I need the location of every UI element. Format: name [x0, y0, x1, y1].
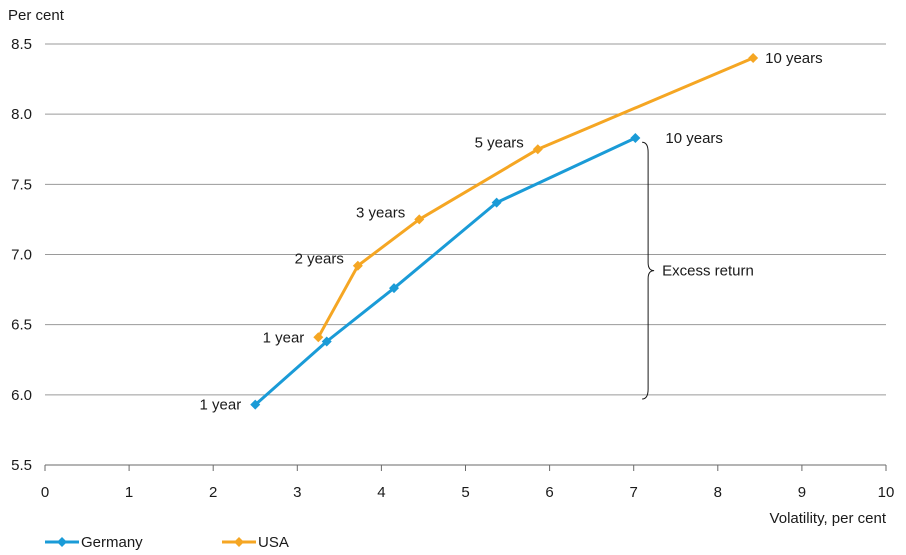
x-tick-label: 2	[209, 484, 217, 501]
y-tick-label: 8.5	[11, 36, 32, 53]
data-label-usa: 10 years	[765, 50, 823, 67]
excess-return-annotation: Excess return	[642, 141, 754, 400]
data-point-usa	[352, 260, 363, 271]
axes	[44, 464, 887, 471]
y-tick-label: 7.0	[11, 247, 32, 264]
x-tick-label: 9	[798, 484, 806, 501]
legend-marker-usa	[234, 537, 244, 547]
x-axis-label: Volatility, per cent	[770, 510, 887, 527]
x-tick-labels: 0 1 2 3 4 5 6 7 8 9 10	[41, 484, 895, 501]
x-tick-label: 1	[125, 484, 133, 501]
x-tick-label: 7	[630, 484, 638, 501]
gridlines	[45, 43, 886, 396]
data-point-germany	[250, 399, 261, 410]
y-tick-label: 6.5	[11, 317, 32, 334]
legend-item-germany: Germany	[45, 534, 143, 551]
y-tick-label: 5.5	[11, 457, 32, 474]
data-label-usa: 2 years	[295, 251, 344, 268]
series-line-germany	[254, 136, 637, 406]
data-point-germany	[321, 336, 332, 347]
data-point-germany	[491, 197, 502, 208]
data-label-usa: 3 years	[356, 204, 405, 221]
data-point-usa	[414, 214, 425, 225]
data-point-usa	[313, 332, 324, 343]
data-label-usa: 1 year	[263, 329, 305, 346]
x-tick-label: 5	[461, 484, 469, 501]
data-label-germany: 1 year	[200, 397, 242, 414]
legend-marker-germany	[57, 537, 67, 547]
legend-label-germany: Germany	[81, 534, 143, 551]
data-labels: 1 year 10 years 1 year 2 years 3 years 5 year…	[200, 50, 823, 414]
x-tick-label: 6	[545, 484, 553, 501]
data-point-usa	[748, 53, 759, 64]
legend-label-usa: USA	[258, 534, 289, 551]
series-germany	[250, 133, 641, 410]
x-tick-label: 3	[293, 484, 301, 501]
series-usa	[313, 53, 759, 343]
y-tick-label: 6.0	[11, 387, 32, 404]
legend: Germany USA	[45, 534, 289, 551]
brace	[642, 141, 655, 400]
x-tick-label: 4	[377, 484, 385, 501]
data-point-usa	[532, 144, 543, 155]
data-label-germany: 10 years	[665, 130, 723, 147]
y-axis-label: Per cent	[8, 7, 65, 24]
y-tick-label: 7.5	[11, 176, 32, 193]
data-label-usa: 5 years	[475, 134, 524, 151]
x-tick-label: 10	[878, 484, 895, 501]
y-tick-labels: 5.5 6.0 6.5 7.0 7.5 8.0 8.5	[11, 36, 32, 474]
legend-item-usa: USA	[222, 534, 289, 551]
annotation-label: Excess return	[662, 263, 754, 280]
y-tick-label: 8.0	[11, 106, 32, 123]
x-tick-label: 0	[41, 484, 49, 501]
data-point-germany	[630, 133, 641, 144]
x-tick-label: 8	[714, 484, 722, 501]
data-point-germany	[389, 283, 400, 294]
series-lines	[250, 53, 759, 410]
